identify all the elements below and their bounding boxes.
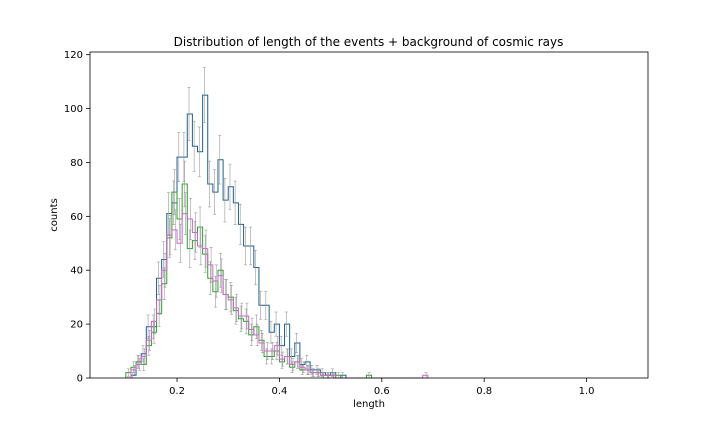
series-1: [125, 160, 373, 379]
error-bar: [223, 178, 227, 223]
error-bar: [245, 302, 249, 330]
error-bar: [296, 355, 300, 369]
error-bar: [254, 249, 258, 286]
x-axis: 0.2 0.4 0.6 0.8 1.0: [169, 378, 595, 397]
x-tick-label: 1.0: [579, 386, 595, 397]
error-bar: [137, 358, 141, 371]
error-bar: [306, 365, 310, 375]
error-bar: [209, 247, 213, 283]
error-bar: [197, 126, 201, 177]
error-bar: [163, 252, 167, 288]
error-bar: [276, 335, 280, 356]
error-bar: [317, 368, 321, 377]
y-tick-label: 0: [77, 374, 83, 385]
error-bar: [192, 120, 196, 172]
error-bar: [208, 160, 212, 208]
error-bar: [153, 308, 157, 335]
x-tick-label: 0.4: [271, 386, 287, 397]
error-bar: [156, 261, 160, 296]
series-0: [125, 67, 357, 379]
histogram-series-0-line: [125, 94, 357, 379]
y-tick-label: 80: [70, 158, 83, 169]
error-bar: [194, 212, 198, 253]
error-bar: [189, 197, 193, 241]
error-bar: [284, 311, 288, 337]
error-bar: [228, 163, 232, 210]
error-bar: [143, 348, 147, 365]
error-bar: [240, 302, 244, 330]
error-bar: [199, 226, 203, 266]
error-bar: [204, 229, 208, 268]
error-bar: [264, 290, 268, 320]
error-bar: [291, 358, 295, 371]
error-bar: [213, 169, 217, 215]
error-bar: [177, 132, 181, 182]
error-bar: [230, 285, 234, 315]
histogram-series-1-line: [125, 183, 373, 379]
error-bar: [148, 330, 152, 351]
error-bar: [219, 258, 223, 293]
y-axis: 0 20 40 60 80 100 120: [64, 50, 90, 385]
plot-area: [125, 67, 429, 379]
error-bar: [265, 342, 269, 360]
error-bar: [269, 320, 273, 344]
y-axis-label: counts: [49, 198, 60, 231]
error-bar: [238, 203, 242, 245]
error-bar: [184, 192, 188, 235]
error-bar: [168, 215, 172, 256]
error-bar: [126, 368, 130, 377]
y-tick-label: 40: [70, 266, 83, 277]
error-bar: [281, 351, 285, 367]
x-tick-label: 0.2: [169, 386, 185, 397]
error-bar: [260, 332, 264, 353]
y-tick-label: 20: [70, 320, 83, 331]
error-bar: [132, 365, 136, 375]
y-tick-label: 60: [70, 212, 83, 223]
error-bar: [243, 226, 247, 266]
error-bar: [255, 323, 259, 346]
error-bar: [295, 332, 299, 353]
error-bar: [214, 264, 218, 298]
error-bar: [248, 226, 252, 266]
error-bar: [311, 368, 315, 377]
error-bar: [271, 342, 275, 360]
error-bar: [224, 279, 228, 310]
error-bar: [250, 317, 254, 342]
x-tick-label: 0.6: [374, 386, 390, 397]
x-axis-label: length: [353, 399, 385, 410]
error-bar: [259, 290, 263, 320]
error-bar: [235, 293, 239, 322]
x-tick-label: 0.8: [476, 386, 492, 397]
error-bar: [158, 285, 162, 315]
error-bar: [187, 86, 191, 141]
error-bar: [218, 135, 222, 185]
chart-title: Distribution of length of the events + b…: [174, 35, 564, 49]
error-bar: [178, 223, 182, 263]
error-bar: [202, 67, 206, 123]
error-bar: [173, 209, 177, 251]
error-bar: [233, 180, 237, 225]
error-bar: [301, 361, 305, 373]
error-bar: [286, 348, 290, 365]
y-tick-label: 100: [64, 104, 83, 115]
plot-frame: [89, 51, 649, 379]
y-tick-label: 120: [64, 50, 83, 61]
